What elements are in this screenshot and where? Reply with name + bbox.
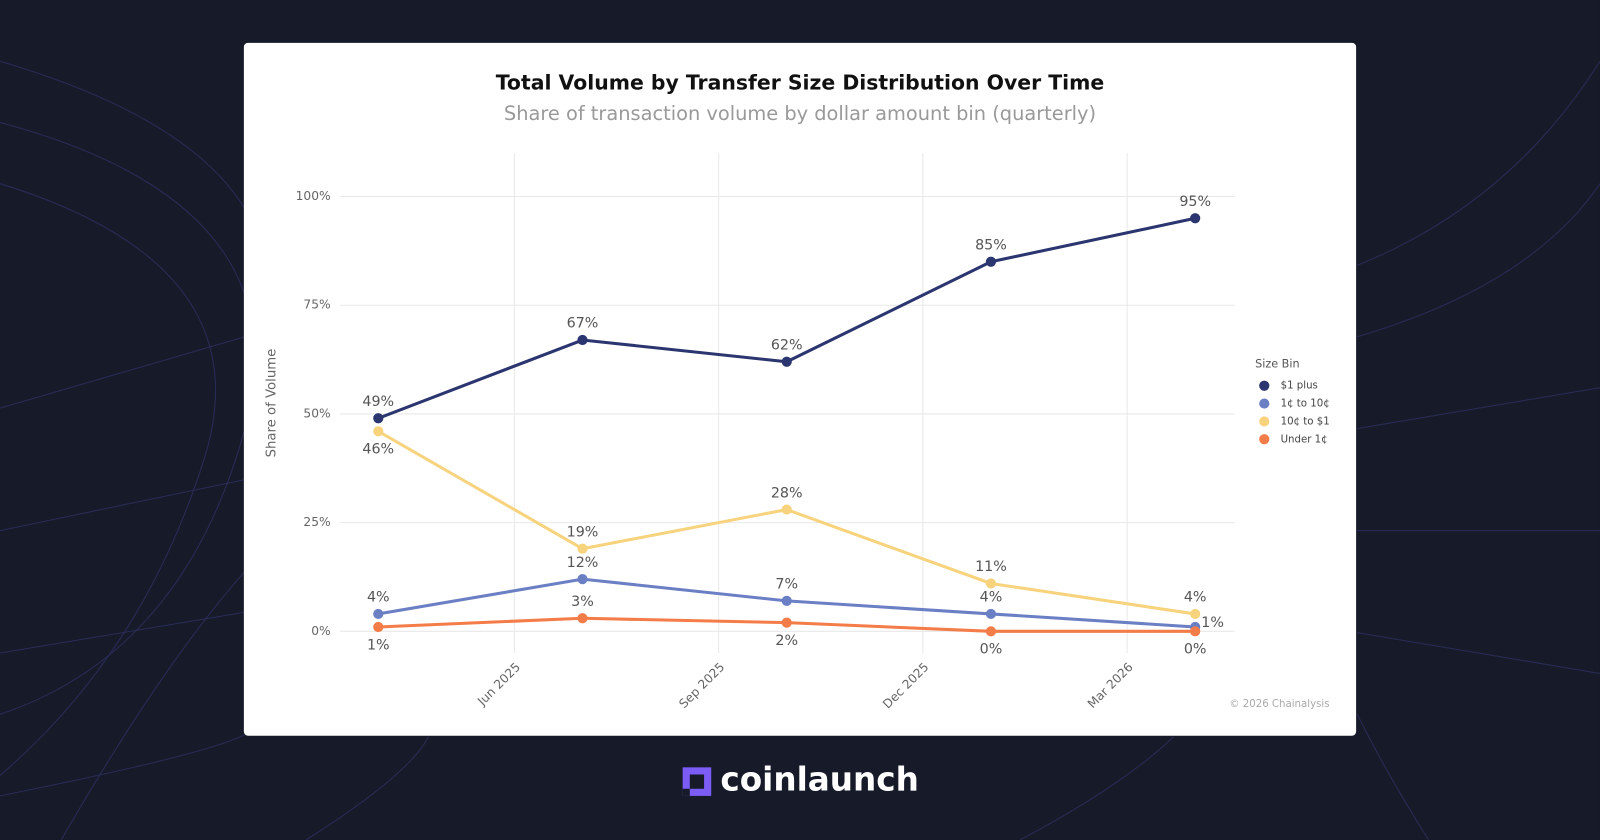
chart-card (243, 42, 1357, 736)
legend-label: 10¢ to $1 (1281, 416, 1330, 427)
data-point (1190, 608, 1201, 620)
chart-subtitle: Share of transaction volume by dollar am… (504, 102, 1096, 125)
data-label: 1% (367, 637, 390, 653)
data-point (1190, 213, 1201, 224)
brand-logo: coinlaunch (682, 761, 919, 799)
brand-name: coinlaunch (720, 761, 918, 799)
data-label: 2% (775, 633, 798, 649)
data-point (373, 621, 384, 633)
legend-marker (1259, 434, 1270, 445)
data-point (781, 595, 792, 606)
data-point (1190, 626, 1201, 637)
legend-label: $1 plus (1281, 381, 1318, 392)
background-pattern (0, 60, 1600, 840)
chart-title: Total Volume by Transfer Size Distributi… (496, 71, 1105, 95)
y-tick-label: 50% (303, 406, 330, 420)
y-tick-label: 25% (303, 515, 330, 529)
data-point (985, 608, 997, 620)
legend-title: Size Bin (1255, 357, 1300, 370)
logo-icon-cut (682, 788, 690, 796)
data-label: 4% (367, 590, 390, 606)
data-label: 11% (975, 559, 1007, 575)
data-label: 49% (362, 394, 394, 410)
data-point (373, 426, 384, 437)
data-label: 95% (1179, 194, 1211, 210)
legend-marker (1259, 398, 1270, 409)
data-label: 12% (567, 555, 599, 571)
y-tick-label: 75% (303, 298, 330, 312)
data-point (781, 356, 792, 367)
legend-label: Under 1¢ (1281, 434, 1328, 445)
data-point (577, 334, 588, 346)
legend-label: 1¢ to 10¢ (1281, 399, 1330, 410)
data-label: 46% (362, 442, 394, 458)
data-point (577, 613, 588, 624)
data-point (781, 504, 792, 515)
data-point (373, 608, 384, 620)
data-label: 1% (1201, 615, 1224, 631)
data-label: 7% (775, 577, 798, 593)
data-point (373, 413, 384, 424)
data-label: 62% (771, 337, 803, 353)
data-label: 3% (571, 594, 594, 610)
data-label: 67% (567, 316, 599, 332)
legend-marker (1259, 380, 1270, 391)
data-point (985, 578, 997, 589)
logo-icon-cut (689, 774, 705, 789)
data-label: 0% (980, 642, 1003, 658)
data-label: 28% (771, 485, 803, 501)
legend-marker (1259, 416, 1270, 427)
y-tick-label: 100% (296, 189, 331, 203)
data-point (985, 626, 997, 637)
y-axis-label: Share of Volume (264, 349, 279, 458)
data-label: 4% (1184, 590, 1207, 606)
data-label: 19% (567, 524, 599, 540)
data-label: 85% (975, 237, 1007, 253)
data-label: 4% (980, 590, 1003, 606)
data-point (577, 543, 588, 554)
data-label: 0% (1184, 642, 1207, 658)
data-point (985, 256, 997, 267)
y-tick-label: 0% (311, 624, 330, 638)
source-note: © 2026 Chainalysis (1229, 699, 1329, 710)
data-point (781, 617, 792, 628)
data-point (577, 574, 588, 585)
